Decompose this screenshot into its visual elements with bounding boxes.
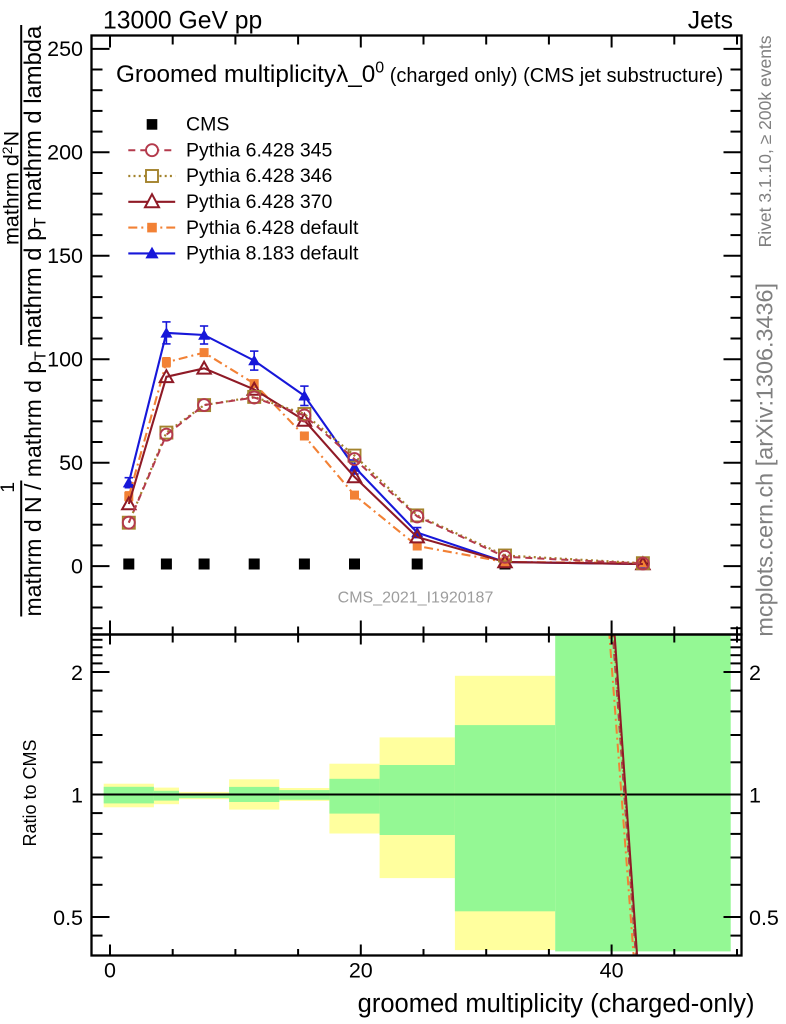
svg-text:mcplots.cern.ch [arXiv:1306.34: mcplots.cern.ch [arXiv:1306.3436] bbox=[752, 283, 778, 637]
svg-text:mathrm d2N: mathrm d2N bbox=[0, 131, 24, 245]
svg-text:Groomed multiplicityλ_00 (char: Groomed multiplicityλ_00 (charged only) … bbox=[116, 60, 723, 89]
svg-text:CMS_2021_I1920187: CMS_2021_I1920187 bbox=[338, 590, 494, 607]
svg-text:2: 2 bbox=[749, 661, 761, 685]
svg-text:20: 20 bbox=[349, 959, 373, 983]
svg-text:0.5: 0.5 bbox=[749, 906, 779, 930]
svg-text:Ratio to CMS: Ratio to CMS bbox=[20, 739, 40, 846]
svg-text:Pythia 8.183 default: Pythia 8.183 default bbox=[186, 243, 359, 265]
svg-text:2: 2 bbox=[71, 661, 83, 685]
svg-text:groomed multiplicity (charged-: groomed multiplicity (charged-only) bbox=[358, 990, 755, 1018]
svg-text:1: 1 bbox=[0, 482, 19, 493]
svg-text:1: 1 bbox=[71, 783, 83, 807]
svg-text:Pythia 6.428 370: Pythia 6.428 370 bbox=[186, 191, 333, 213]
svg-text:50: 50 bbox=[59, 451, 83, 475]
svg-text:100: 100 bbox=[47, 347, 83, 371]
svg-text:200: 200 bbox=[47, 141, 83, 165]
svg-text:Pythia 6.428 default: Pythia 6.428 default bbox=[186, 217, 359, 239]
svg-text:Rivet 3.1.10, ≥ 200k events: Rivet 3.1.10, ≥ 200k events bbox=[755, 35, 775, 247]
svg-text:150: 150 bbox=[47, 244, 83, 268]
svg-text:250: 250 bbox=[47, 37, 83, 61]
svg-text:13000 GeV pp: 13000 GeV pp bbox=[103, 8, 262, 35]
svg-text:0.5: 0.5 bbox=[53, 906, 83, 930]
svg-text:CMS: CMS bbox=[186, 114, 229, 136]
svg-text:0: 0 bbox=[71, 554, 83, 578]
svg-text:1: 1 bbox=[749, 783, 761, 807]
svg-text:0: 0 bbox=[104, 959, 116, 983]
svg-text:40: 40 bbox=[600, 959, 624, 983]
svg-text:Pythia 6.428 346: Pythia 6.428 346 bbox=[186, 165, 332, 187]
svg-text:Jets: Jets bbox=[688, 8, 733, 35]
svg-text:Pythia 6.428 345: Pythia 6.428 345 bbox=[186, 139, 333, 161]
svg-text:mathrm d pT mathrm d lambda: mathrm d pT mathrm d lambda bbox=[20, 25, 50, 348]
svg-text:mathrm d N / mathrm d pT: mathrm d N / mathrm d pT bbox=[20, 351, 50, 617]
